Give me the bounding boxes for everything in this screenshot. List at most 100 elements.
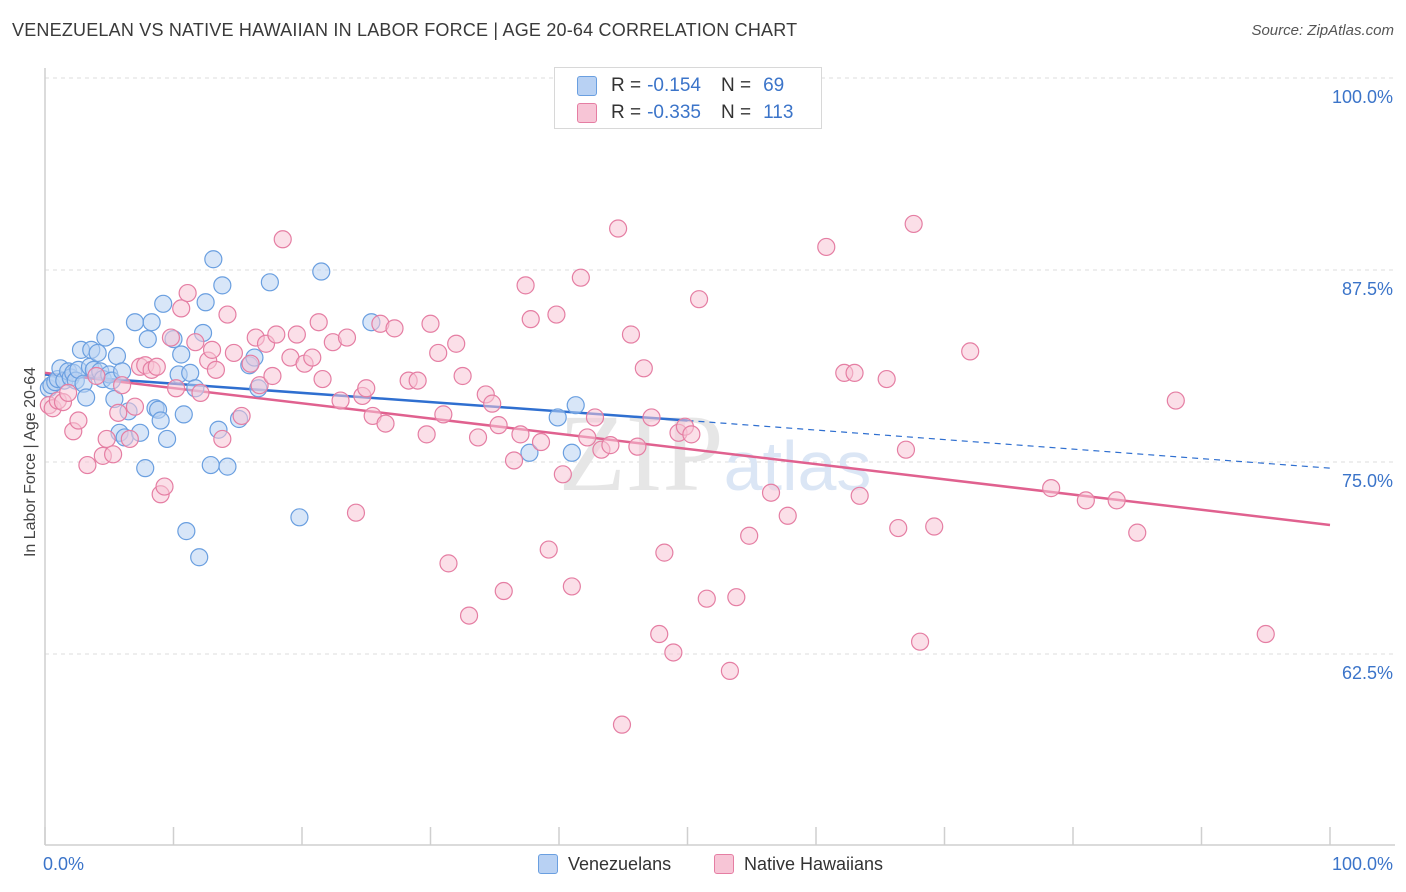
point-native-hawaiians	[202, 340, 222, 359]
point-native-hawaiians	[850, 486, 869, 505]
y-tick-label: 87.5%	[1342, 279, 1393, 299]
point-venezuelans	[566, 396, 585, 415]
point-native-hawaiians	[761, 483, 781, 502]
point-native-hawaiians	[78, 455, 97, 475]
point-native-hawaiians	[1128, 523, 1147, 542]
legend-box: R = -0.154 N = 69 R = -0.335 N = 113	[554, 67, 822, 129]
point-native-hawaiians	[621, 325, 641, 344]
point-native-hawaiians	[434, 405, 453, 424]
bottom-legend-native-hawaiians: Native Hawaiians	[714, 852, 883, 876]
point-native-hawaiians	[429, 343, 448, 363]
point-venezuelans	[204, 250, 223, 269]
point-native-hawaiians	[408, 371, 427, 390]
point-venezuelans	[125, 313, 145, 332]
point-venezuelans	[142, 313, 161, 332]
y-tick-label: 100.0%	[1332, 87, 1393, 107]
point-native-hawaiians	[601, 436, 620, 455]
point-native-hawaiians	[346, 503, 366, 522]
point-native-hawaiians	[1107, 491, 1126, 510]
point-native-hawaiians	[453, 366, 472, 386]
point-native-hawaiians	[682, 425, 701, 444]
point-venezuelans	[77, 388, 96, 407]
point-native-hawaiians	[650, 624, 669, 644]
point-native-hawaiians	[59, 383, 78, 402]
point-native-hawaiians	[447, 334, 466, 353]
point-native-hawaiians	[218, 305, 237, 324]
point-native-hawaiians	[539, 540, 558, 559]
point-native-hawaiians	[357, 379, 376, 398]
point-native-hawaiians	[585, 408, 605, 427]
point-native-hawaiians	[309, 313, 328, 332]
point-native-hawaiians	[877, 369, 896, 389]
point-native-hawaiians	[191, 383, 210, 402]
point-native-hawaiians	[213, 429, 232, 449]
legend-r-value: -0.335	[647, 102, 701, 123]
x-tick-label: 0.0%	[43, 854, 84, 874]
point-venezuelans	[96, 328, 115, 347]
point-venezuelans	[138, 330, 157, 349]
point-native-hawaiians	[87, 366, 106, 386]
point-venezuelans	[213, 276, 232, 295]
point-venezuelans	[260, 273, 279, 292]
point-native-hawaiians	[904, 214, 923, 234]
trend-line-venezuelans-extension	[687, 419, 1331, 469]
point-venezuelans	[136, 459, 155, 478]
point-native-hawaiians	[664, 643, 683, 662]
legend-row-venezuelans: R = -0.154 N = 69	[577, 73, 784, 99]
point-venezuelans	[177, 522, 196, 541]
point-venezuelans	[548, 408, 567, 427]
legend-row-native-hawaiians: R = -0.335 N = 113	[577, 100, 793, 126]
point-native-hawaiians	[125, 397, 145, 416]
point-venezuelans	[154, 294, 173, 313]
point-venezuelans	[196, 293, 215, 312]
axes	[44, 68, 1395, 846]
point-native-hawaiians	[628, 437, 647, 456]
point-native-hawaiians	[896, 440, 916, 459]
point-native-hawaiians	[287, 325, 306, 344]
point-venezuelans	[157, 429, 177, 449]
point-native-hawaiians	[961, 342, 980, 361]
point-native-hawaiians	[459, 606, 479, 625]
legend-r-value: -0.154	[647, 75, 701, 96]
point-native-hawaiians	[232, 406, 251, 426]
point-venezuelans	[181, 363, 200, 383]
point-native-hawaiians	[331, 391, 350, 410]
point-native-hawaiians	[642, 408, 661, 427]
point-native-hawaiians	[547, 305, 566, 324]
point-native-hawaiians	[120, 429, 139, 449]
point-native-hawaiians	[483, 394, 502, 413]
point-native-hawaiians	[571, 268, 590, 287]
point-native-hawaiians	[778, 506, 797, 525]
point-native-hawaiians	[147, 357, 166, 376]
point-native-hawaiians	[553, 465, 572, 484]
point-venezuelans	[312, 262, 331, 281]
chart-title: VENEZUELAN VS NATIVE HAWAIIAN IN LABOR F…	[12, 20, 798, 40]
point-native-hawaiians	[1166, 391, 1185, 410]
point-native-hawaiians	[562, 577, 581, 596]
legend-n-label: N =	[720, 102, 752, 123]
point-native-hawaiians	[161, 328, 181, 347]
legend-n-value: 113	[763, 102, 794, 123]
point-native-hawaiians	[303, 348, 322, 367]
point-native-hawaiians	[504, 451, 524, 470]
point-native-hawaiians	[155, 477, 174, 496]
point-native-hawaiians	[241, 354, 260, 373]
point-native-hawaiians	[516, 276, 535, 295]
point-native-hawaiians	[178, 283, 197, 303]
point-native-hawaiians	[889, 518, 908, 538]
point-native-hawaiians	[697, 589, 716, 608]
watermark-atlas: atlas	[724, 427, 872, 505]
y-tick-label: 62.5%	[1342, 663, 1393, 683]
point-native-hawaiians	[172, 299, 191, 318]
point-native-hawaiians	[337, 328, 357, 347]
point-native-hawaiians	[206, 360, 226, 379]
legend-r-label: R =	[611, 75, 642, 96]
point-venezuelans	[88, 343, 107, 363]
point-venezuelans	[520, 443, 539, 462]
point-native-hawaiians	[511, 425, 530, 444]
point-native-hawaiians	[376, 414, 395, 433]
watermark: ZIPatlas	[559, 392, 872, 514]
point-native-hawaiians	[104, 445, 123, 464]
point-native-hawaiians	[1042, 479, 1061, 498]
